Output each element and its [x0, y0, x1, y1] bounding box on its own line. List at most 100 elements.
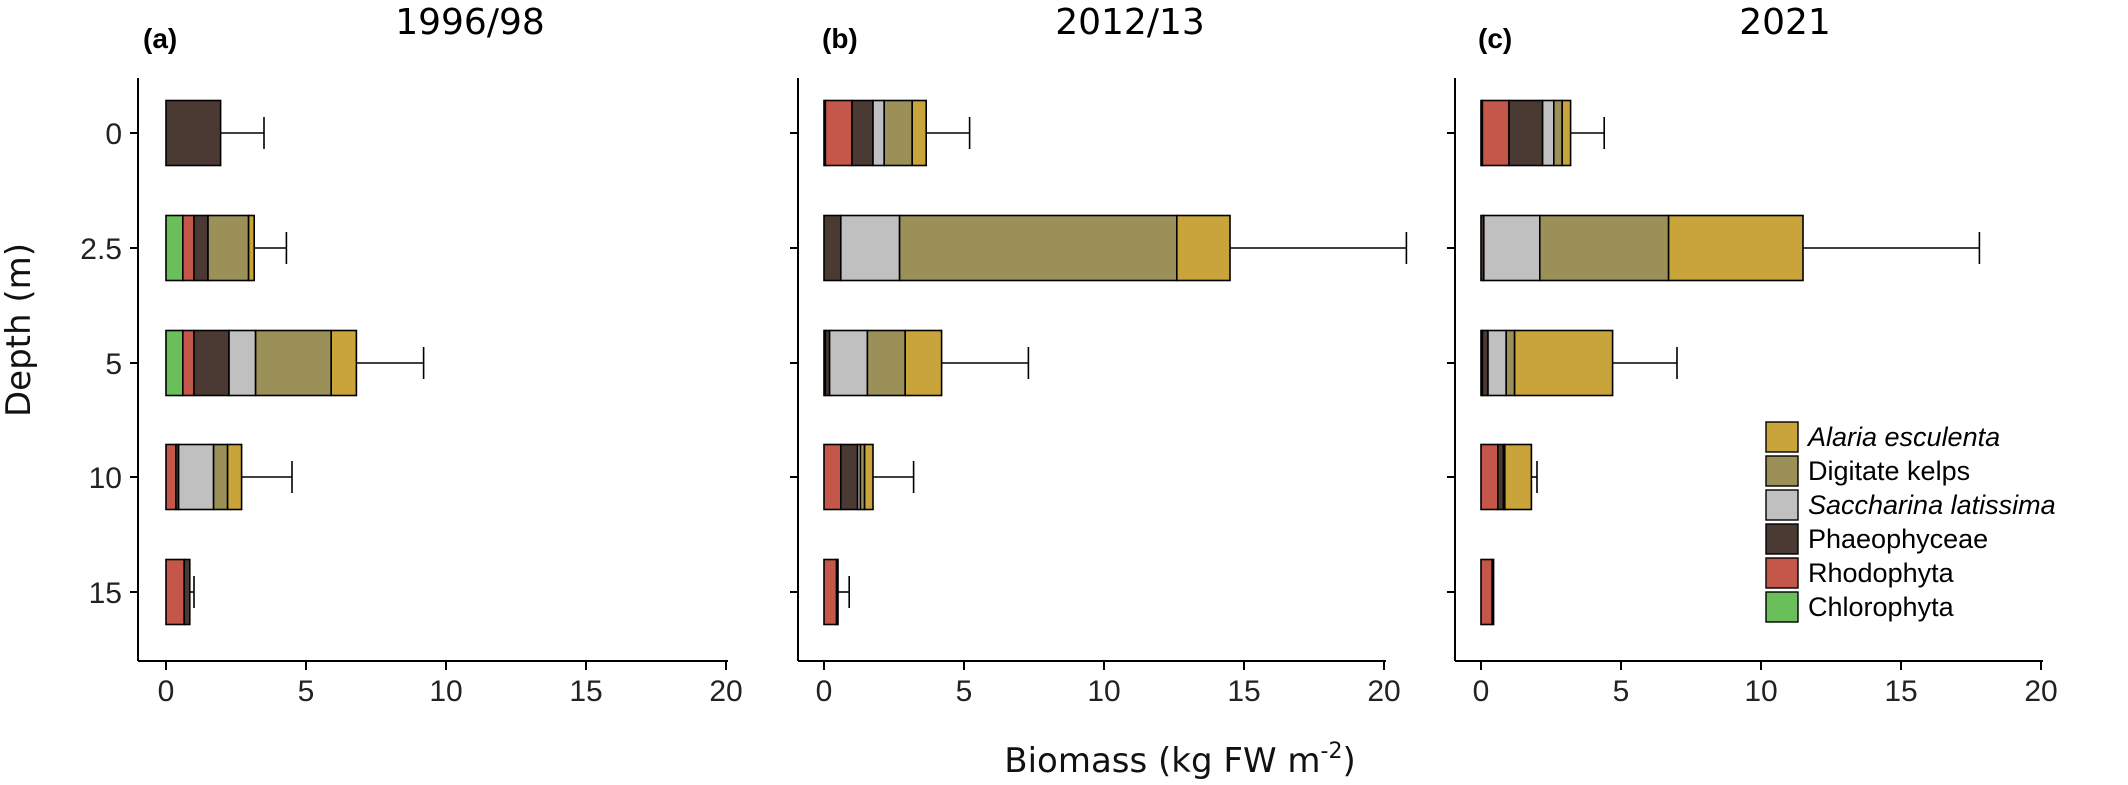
bar-phaeophyceae	[1491, 558, 1495, 626]
bar-digitate-kelps	[1505, 329, 1516, 397]
legend-swatch	[1765, 523, 1799, 555]
bar-alaria-esculenta	[1176, 214, 1231, 282]
bar-saccharina-latissima	[839, 214, 901, 282]
x-axis-title-main: Biomass (kg FW m	[1004, 741, 1320, 781]
legend-label: Alaria esculenta	[1806, 422, 2000, 452]
panel-tag: (a)	[143, 23, 177, 54]
y-tick-label: 2.5	[80, 233, 122, 266]
bar-digitate-kelps	[866, 329, 907, 397]
bar-phaeophyceae	[1497, 443, 1505, 511]
bar-alaria-esculenta	[247, 214, 256, 282]
legend-item-phaeophyceae: Phaeophyceae	[1765, 523, 1988, 555]
x-tick-label: 10	[1087, 675, 1120, 708]
bar-phaeophyceae	[183, 558, 191, 626]
bar-rhodophyta	[1480, 558, 1493, 626]
bar-rhodophyta	[1481, 99, 1510, 167]
legend-swatch	[1765, 455, 1799, 487]
bar-digitate-kelps	[1553, 99, 1564, 167]
bar-saccharina-latissima	[872, 99, 885, 167]
bar-alaria-esculenta	[1561, 99, 1572, 167]
panel-title: 1996/98	[395, 2, 545, 43]
x-tick-label: 15	[1884, 675, 1917, 708]
x-tick-label: 20	[2024, 675, 2057, 708]
bar-alaria-esculenta	[904, 329, 943, 397]
bar-digitate-kelps	[898, 214, 1178, 282]
x-tick-label: 10	[429, 675, 462, 708]
bar-rhodophyta	[824, 99, 853, 167]
panel-title: 2021	[1739, 2, 1831, 43]
bar-phaeophyceae	[1481, 329, 1489, 397]
y-tick-label: 10	[89, 462, 122, 495]
panel-tag: (c)	[1478, 23, 1512, 54]
bar-phaeophyceae	[839, 443, 859, 511]
x-tick-label: 15	[1227, 675, 1260, 708]
panel-1: (a) 1996/98 0 2.5 5 10 15 0 5 10 15 20	[80, 2, 742, 708]
bar-alaria-esculenta	[1667, 214, 1804, 282]
legend-label: Digitate kelps	[1808, 456, 1970, 486]
x-tick-label: 20	[1367, 675, 1400, 708]
x-tick-label: 15	[569, 675, 602, 708]
bar-digitate-kelps	[207, 214, 250, 282]
x-tick-label: 0	[1473, 675, 1490, 708]
legend-item-digitate-kelps: Digitate kelps	[1765, 455, 1970, 487]
legend: Alaria esculenta Digitate kelps Saccharina…	[1765, 421, 2056, 623]
bar-alaria-esculenta	[1513, 329, 1614, 397]
bar-rhodophyta	[182, 329, 195, 397]
legend-label: Rhodophyta	[1808, 558, 1955, 588]
bar-digitate-kelps	[254, 329, 333, 397]
legend-item-alaria-esculenta: Alaria esculenta	[1765, 421, 2000, 453]
x-tick-label: 20	[709, 675, 742, 708]
bar-digitate-kelps	[1539, 214, 1670, 282]
x-axis-title-end: )	[1342, 741, 1355, 781]
bar-saccharina-latissima	[1487, 329, 1508, 397]
x-tick-label: 5	[956, 675, 973, 708]
bar-chlorophyta	[165, 214, 184, 282]
legend-item-chlorophyta: Chlorophyta	[1765, 591, 1955, 623]
bar-rhodophyta	[823, 558, 838, 626]
bar-phaeophyceae	[165, 99, 222, 167]
bar-alaria-esculenta	[1504, 443, 1533, 511]
bar-alaria-esculenta	[330, 329, 358, 397]
x-tick-label: 10	[1744, 675, 1777, 708]
legend-item-rhodophyta: Rhodophyta	[1765, 557, 1955, 589]
x-tick-label: 0	[158, 675, 175, 708]
bar-saccharina-latissima	[828, 329, 869, 397]
bar-rhodophyta	[165, 443, 177, 511]
bar-phaeophyceae	[1508, 99, 1544, 167]
legend-swatch	[1765, 489, 1799, 521]
legend-label: Saccharina latissima	[1808, 490, 2056, 520]
legend-swatch	[1765, 421, 1799, 453]
legend-label: Phaeophyceae	[1808, 524, 1988, 554]
bar-phaeophyceae	[823, 214, 842, 282]
bar-phaeophyceae	[193, 329, 230, 397]
legend-swatch	[1765, 591, 1799, 623]
panel-2: (b) 2012/13 0 5 10 15 20	[790, 2, 1408, 708]
bar-rhodophyta	[823, 443, 842, 511]
legend-label: Chlorophyta	[1808, 592, 1955, 622]
bar-saccharina-latissima	[228, 329, 257, 397]
bar-digitate-kelps	[883, 99, 914, 167]
panel-tag: (b)	[822, 23, 858, 54]
bar-phaeophyceae	[851, 99, 874, 167]
y-tick-label: 15	[89, 577, 122, 610]
legend-swatch	[1765, 557, 1799, 589]
bar-saccharina-latissima	[1541, 99, 1555, 167]
panel-3: (c) 2021 0 5 10 15 20	[1447, 2, 2058, 708]
legend-item-saccharina-latissima: Saccharina latissima	[1765, 489, 2056, 521]
x-tick-label: 5	[298, 675, 315, 708]
bar-digitate-kelps	[212, 443, 229, 511]
y-tick-label: 5	[105, 348, 122, 381]
bar-rhodophyta	[165, 558, 186, 626]
bar-phaeophyceae	[193, 214, 209, 282]
bar-rhodophyta	[182, 214, 195, 282]
y-tick-label: 0	[105, 118, 122, 151]
bar-alaria-esculenta	[863, 443, 874, 511]
bar-chlorophyta	[165, 329, 184, 397]
bar-saccharina-latissima	[177, 443, 215, 511]
x-tick-label: 5	[1613, 675, 1630, 708]
bar-saccharina-latissima	[1483, 214, 1541, 282]
bar-phaeophyceae	[835, 558, 839, 626]
y-axis-title: Depth (m)	[0, 243, 39, 417]
bar-rhodophyta	[1480, 443, 1499, 511]
